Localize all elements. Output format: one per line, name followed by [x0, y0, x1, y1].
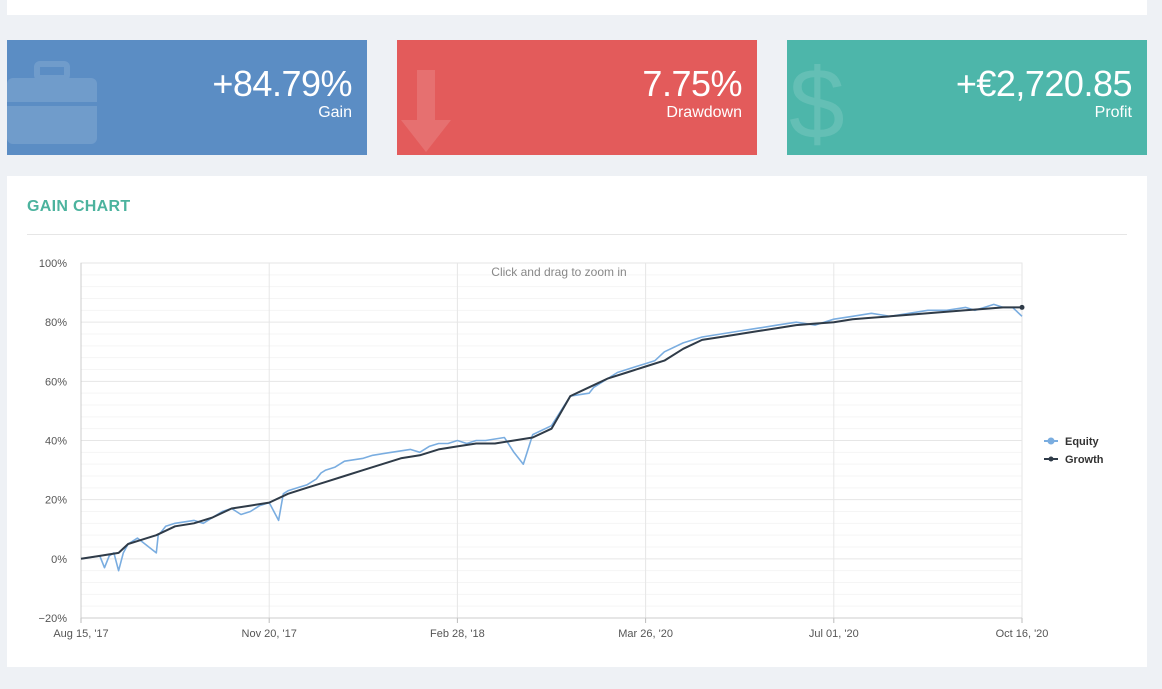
profit-value: +€2,720.85 [955, 63, 1133, 104]
y-tick-label: 20% [45, 495, 67, 507]
y-tick-label: 0% [51, 554, 67, 566]
drawdown-card: 7.75% Drawdown [397, 40, 757, 155]
legend-item-equity[interactable]: Equity [1044, 436, 1099, 448]
svg-text:$: $ [789, 48, 845, 155]
y-tick-label: 40% [45, 436, 67, 448]
profit-card: $ +€2,720.85 Profit [787, 40, 1147, 155]
profit-label: Profit [1094, 104, 1132, 121]
series-line-growth[interactable] [80, 306, 1022, 560]
top-strip [7, 0, 1147, 15]
legend-marker [1047, 437, 1055, 445]
y-tick-label: 100% [39, 258, 67, 270]
x-tick-label: Aug 15, '17 [53, 628, 108, 640]
y-tick-label: 80% [45, 317, 67, 329]
briefcase-icon [7, 61, 97, 144]
legend-label: Growth [1065, 454, 1104, 466]
zoom-hint: Click and drag to zoom in [491, 265, 626, 279]
x-tick-label: Mar 26, '20 [618, 628, 673, 640]
y-tick-label: −20% [39, 613, 68, 625]
arrow-down-icon [401, 70, 451, 152]
legend-label: Equity [1065, 436, 1099, 448]
panel-title: GAIN CHART [27, 198, 131, 215]
gain-value: +84.79% [212, 63, 352, 104]
legend-item-growth[interactable]: Growth [1044, 454, 1104, 466]
y-tick-label: 60% [45, 376, 67, 388]
x-tick-label: Nov 20, '17 [242, 628, 297, 640]
x-tick-label: Feb 28, '18 [430, 628, 485, 640]
drawdown-value: 7.75% [642, 63, 742, 104]
x-tick-label: Jul 01, '20 [809, 628, 859, 640]
legend-marker [1048, 456, 1054, 462]
gain-label: Gain [318, 104, 352, 121]
panel-divider [27, 234, 1127, 235]
x-tick-label: Oct 16, '20 [996, 628, 1049, 640]
gain-card: +84.79% Gain [7, 40, 367, 155]
drawdown-label: Drawdown [666, 104, 742, 121]
dollar-icon: $ [789, 48, 845, 155]
series-endpoint [1019, 304, 1025, 310]
